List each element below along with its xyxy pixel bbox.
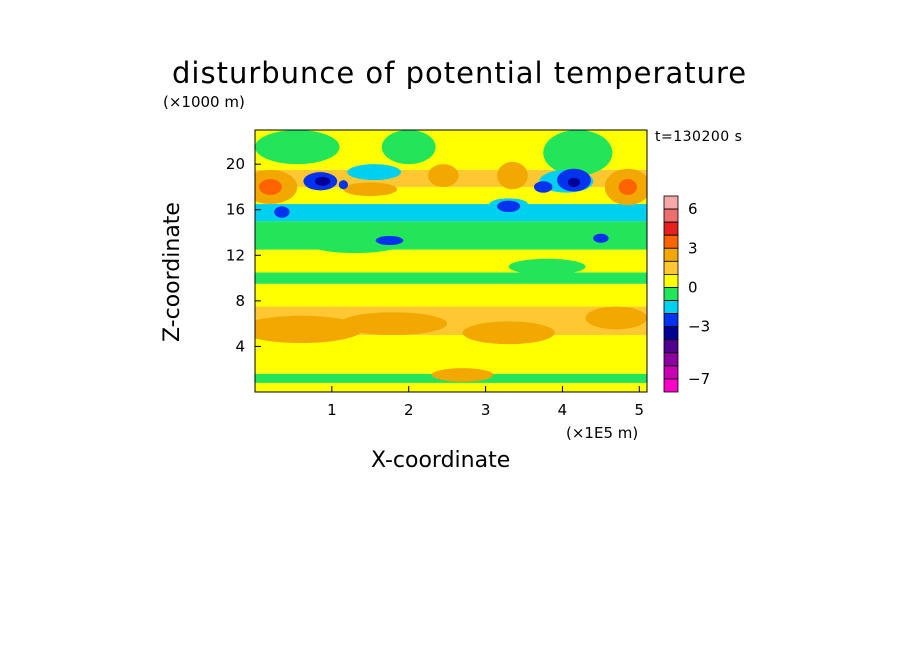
plot-frame	[254, 129, 648, 393]
field-feature-25	[274, 206, 290, 218]
field-feature-4	[431, 368, 494, 382]
field-feature-8	[258, 178, 282, 195]
x-tick-label-5: 5	[635, 401, 645, 419]
y-scale-label: (×1000 m)	[163, 93, 245, 111]
colorbar-swatch-4	[663, 247, 679, 262]
field-feature-0	[255, 315, 363, 344]
field-feature-28	[534, 181, 553, 193]
field-feature-29	[593, 233, 609, 243]
field-feature-6	[508, 258, 586, 275]
field-feature-26	[375, 235, 404, 246]
colorbar-swatch-5	[663, 260, 679, 275]
colorbar-swatch-8	[663, 300, 679, 314]
field-feature-24	[567, 177, 581, 187]
x-tick-label-4: 4	[558, 401, 568, 419]
y-tick-label-16: 16	[226, 201, 245, 219]
x-axis-label: X-coordinate	[371, 448, 511, 473]
field-feature-11	[497, 161, 528, 190]
colorbar-swatch-9	[663, 313, 679, 328]
colorbar-swatch-6	[663, 273, 679, 288]
colorbar-swatch-0	[663, 195, 679, 210]
colorbar-swatch-14	[663, 378, 679, 393]
field-feature-12	[427, 164, 459, 187]
colorbar-swatch-1	[663, 208, 679, 223]
field-feature-2	[462, 321, 555, 345]
colorbar-swatch-10	[663, 326, 679, 341]
x-tick-label-2: 2	[404, 401, 414, 419]
colorbar-label-1: 3	[688, 239, 698, 257]
field-feature-1	[339, 312, 448, 336]
field-feature-22	[314, 176, 331, 186]
y-axis-label: Z-coordinate	[160, 202, 185, 342]
y-tick-label-20: 20	[226, 155, 245, 173]
field-feature-16	[543, 130, 613, 176]
x-tick-label-1: 1	[327, 401, 337, 419]
chart-title: disturbunce of potential temperature	[172, 56, 748, 90]
x-tick-label-3: 3	[481, 401, 491, 419]
field-feature-3	[585, 306, 647, 330]
field-band-0	[255, 382, 647, 392]
colorbar-label-2: 0	[688, 278, 698, 296]
y-tick-label-8: 8	[235, 292, 245, 310]
field-feature-27	[497, 200, 521, 213]
colorbar-swatch-2	[663, 221, 679, 236]
y-tick-label-4: 4	[235, 337, 245, 355]
field-feature-14	[255, 130, 340, 165]
colorbar-swatch-11	[663, 339, 679, 354]
colorbar-label-4: −7	[688, 370, 710, 388]
heatmap-plot	[255, 130, 647, 392]
field-feature-15	[381, 130, 436, 165]
x-scale-label: (×1E5 m)	[566, 424, 639, 442]
field-band-6	[255, 249, 647, 273]
colorbar-label-0: 6	[688, 200, 698, 218]
colorbar-label-3: −3	[688, 318, 710, 336]
time-label: t=130200 s	[655, 129, 743, 145]
field-feature-13	[343, 182, 398, 197]
colorbar: 6 3 0 −3 −7	[663, 195, 710, 393]
field-feature-17	[347, 164, 402, 181]
field-feature-30	[338, 180, 349, 190]
colorbar-swatch-12	[663, 352, 679, 367]
field-feature-10	[618, 178, 638, 195]
colorbar-swatch-7	[663, 287, 679, 301]
field-band-5	[255, 272, 647, 284]
field-band-4	[255, 283, 647, 307]
colorbar-swatch-13	[663, 365, 679, 380]
field-band-8	[255, 204, 647, 222]
y-tick-label-12: 12	[226, 246, 245, 264]
colorbar-swatch-3	[663, 234, 679, 249]
